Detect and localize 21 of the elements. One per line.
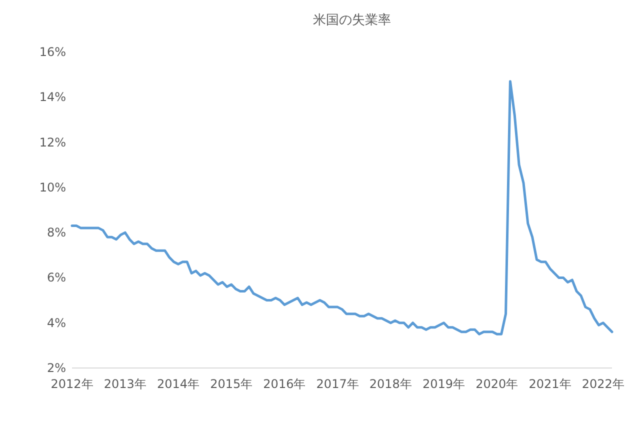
x-tick-label: 2022年	[582, 377, 624, 391]
y-tick-label: 6%	[46, 270, 66, 285]
x-tick-label: 2014年	[156, 377, 200, 391]
x-tick-label: 2019年	[422, 377, 466, 391]
x-tick-label: 2013年	[104, 377, 146, 391]
x-tick-label: 2020年	[476, 377, 518, 391]
y-tick-label: 8%	[46, 226, 66, 240]
y-tick-label: 10%	[39, 180, 66, 194]
x-tick-label: 2015年	[210, 377, 253, 391]
y-tick-label: 14%	[39, 90, 66, 104]
y-tick-label: 16%	[39, 45, 66, 59]
chart-title: 米国の失業率	[313, 12, 391, 28]
x-tick-label: 2016年	[263, 377, 306, 391]
x-tick-label: 2012年	[50, 377, 94, 391]
x-tick-label: 2021年	[528, 377, 572, 391]
y-tick-label: 12%	[39, 135, 66, 150]
line-series	[70, 80, 614, 336]
y-tick-label: 2%	[46, 361, 66, 375]
x-tick-label: 2018年	[369, 377, 412, 391]
x-tick-label: 2017年	[316, 377, 359, 391]
y-tick-label: 4%	[46, 316, 66, 330]
